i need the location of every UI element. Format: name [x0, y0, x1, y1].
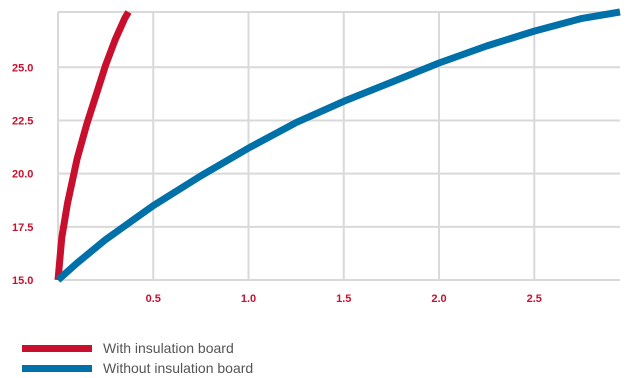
series-lines	[54, 8, 621, 283]
legend-item-with-insulation: With insulation board	[22, 338, 253, 358]
y-tick-label: 25.0	[12, 62, 33, 74]
y-tick-label: 20.0	[12, 169, 33, 181]
y-tick-label: 17.5	[12, 222, 33, 234]
legend-label-without-insulation: Without insulation board	[103, 360, 254, 376]
grid-lines	[57, 11, 620, 281]
x-tick-label: 0.5	[146, 293, 161, 305]
y-tick-label: 15.0	[12, 275, 33, 287]
legend: With insulation board Without insulation…	[22, 338, 253, 378]
x-tick-label: 1.5	[336, 293, 351, 305]
legend-swatch-without-insulation	[22, 364, 92, 372]
x-tick-label: 1.0	[241, 293, 256, 305]
series-line-with-insulation	[54, 10, 132, 281]
series-line-without-insulation	[55, 8, 621, 283]
tick-labels: 0.5 1.0 1.5 2.0 2.5 15.0 17.5 20.0 22.5 25.0	[12, 62, 542, 305]
x-tick-label: 2.0	[431, 293, 446, 305]
y-tick-label: 22.5	[12, 115, 33, 127]
legend-item-without-insulation: Without insulation board	[22, 358, 253, 378]
x-tick-label: 2.5	[527, 293, 542, 305]
legend-label-with-insulation: With insulation board	[103, 340, 234, 356]
legend-swatch-with-insulation	[22, 344, 92, 352]
